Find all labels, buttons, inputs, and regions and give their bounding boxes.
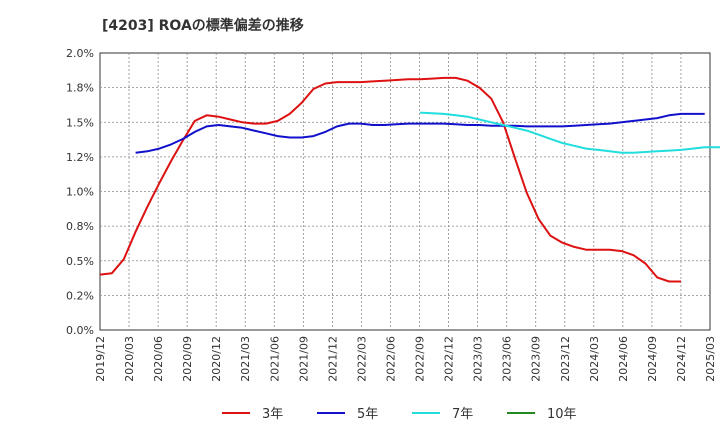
legend: 3年 5年 7年 10年	[222, 407, 577, 422]
x-tick-label: 2024/09	[646, 336, 659, 382]
x-tick-label: 2023/12	[559, 336, 572, 382]
x-tick-label: 2024/12	[675, 336, 688, 382]
y-axis-ticks: 0.0% 0.2% 0.5% 0.8% 1.0% 1.2% 1.5% 1.8% 2.0%	[66, 47, 94, 337]
series-line-5年	[135, 112, 705, 154]
x-tick-label: 2020/03	[123, 336, 136, 382]
legend-label: 10年	[547, 407, 577, 422]
x-tick-label: 2025/03	[704, 336, 717, 382]
x-tick-label: 2023/03	[472, 336, 485, 382]
x-tick-label: 2021/03	[239, 336, 252, 382]
x-tick-label: 2022/06	[384, 336, 397, 382]
x-tick-label: 2020/09	[181, 336, 194, 382]
x-tick-label: 2019/12	[94, 336, 107, 382]
x-tick-label: 2024/06	[617, 336, 630, 382]
legend-label: 5年	[357, 407, 378, 422]
x-axis-ticks: 2019/12 2020/03 2020/06 2020/09 2020/12 2021/…	[94, 336, 717, 382]
x-tick-label: 2020/12	[210, 336, 223, 382]
x-tick-label: 2024/03	[588, 336, 601, 382]
y-tick-label: 1.5%	[66, 116, 94, 129]
y-tick-label: 1.0%	[66, 186, 94, 199]
x-tick-label: 2022/09	[414, 336, 427, 382]
legend-label: 3年	[262, 407, 283, 422]
series-line-7年	[420, 111, 720, 154]
y-tick-label: 2.0%	[66, 47, 94, 60]
x-tick-label: 2021/12	[326, 336, 339, 382]
x-tick-label: 2022/12	[443, 336, 456, 382]
series-lines	[99, 76, 720, 283]
x-tick-label: 2020/06	[152, 336, 165, 382]
x-tick-label: 2021/09	[297, 336, 310, 382]
y-tick-label: 0.8%	[66, 220, 94, 233]
x-tick-label: 2023/09	[530, 336, 543, 382]
series-line-3年	[99, 76, 681, 283]
x-tick-label: 2022/03	[355, 336, 368, 382]
x-tick-label: 2021/06	[268, 336, 281, 382]
legend-label: 7年	[452, 407, 473, 422]
y-tick-label: 1.8%	[66, 82, 94, 95]
grid-lines	[100, 53, 710, 330]
y-tick-label: 0.5%	[66, 255, 94, 268]
y-tick-label: 1.2%	[66, 151, 94, 164]
chart-title: [4203] ROAの標準偏差の推移	[102, 17, 304, 34]
x-tick-label: 2023/06	[501, 336, 514, 382]
y-tick-label: 0.0%	[66, 324, 94, 337]
y-tick-label: 0.2%	[66, 289, 94, 302]
